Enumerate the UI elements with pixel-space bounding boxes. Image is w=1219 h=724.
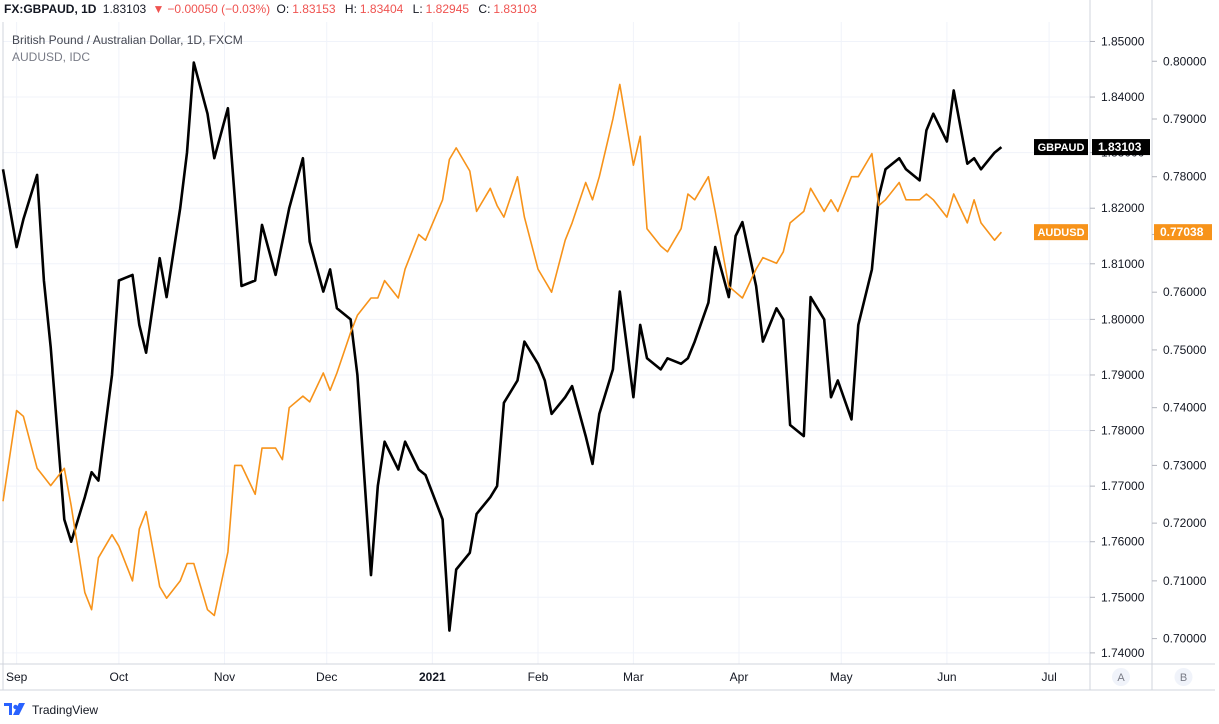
close-label: C:: [478, 2, 491, 16]
scale-b-label: B: [1180, 672, 1187, 684]
compare-series-legend[interactable]: AUDUSD, IDC: [12, 50, 91, 64]
series-lines: [1, 61, 1003, 632]
left-tick-label: 1.75000: [1101, 590, 1145, 604]
series-name-badge: [1034, 139, 1088, 156]
low-value: 1.82945: [425, 2, 470, 16]
open-value: 1.83153: [292, 2, 336, 16]
right-tick-label: 0.73000: [1163, 458, 1207, 472]
price-badges: GBPAUD 1.83103 AUDUSD 0.77038: [1034, 139, 1212, 241]
close-value: 1.83103: [493, 2, 537, 16]
right-tick-label: 0.76000: [1163, 285, 1207, 299]
right-tick-label: 0.75000: [1163, 343, 1207, 357]
right-tick-label: 0.74000: [1163, 401, 1207, 415]
high-label: H:: [344, 2, 357, 16]
symbol-header: FX:GBPAUD, 1D 1.83103 ▼ −0.00050 (−0.03%)…: [4, 2, 543, 16]
brand-name: TradingView: [32, 703, 99, 717]
x-tick-label: Apr: [730, 670, 749, 684]
x-tick-label: May: [830, 670, 853, 684]
last-value-badge: [1092, 139, 1150, 156]
x-tick-label: Jul: [1041, 670, 1056, 684]
x-tick-label: 2021: [419, 670, 446, 684]
last-value-label: 1.83103: [1098, 140, 1142, 154]
branding[interactable]: TradingView: [4, 703, 98, 717]
right-tick-label: 0.70000: [1163, 632, 1207, 646]
chart-grid: [3, 22, 1090, 664]
tradingview-logo-icon: [4, 703, 25, 715]
high-value: 1.83404: [359, 2, 404, 16]
scale-b-button: [1174, 668, 1193, 686]
left-tick-label: 1.80000: [1101, 312, 1145, 326]
x-tick-label: Feb: [528, 670, 549, 684]
x-tick-label: Oct: [110, 670, 129, 684]
x-tick-label: Jun: [937, 670, 956, 684]
series-name-badge: [1034, 224, 1088, 241]
series-line-audusd: [2, 83, 1003, 617]
series-name-badge-label: GBPAUD: [1038, 142, 1085, 154]
series-name-badge-label: AUDUSD: [1037, 227, 1084, 239]
left-tick-label: 1.85000: [1101, 34, 1145, 48]
right-tick-label: 0.79000: [1163, 112, 1207, 126]
right-tick-label: 0.78000: [1163, 170, 1207, 184]
x-tick-label: Dec: [316, 670, 337, 684]
left-tick-label: 1.81000: [1101, 257, 1145, 271]
left-tick-label: 1.79000: [1101, 368, 1145, 382]
axis-ticks: 1.74000 1.75000 1.76000 1.77000 1.78000 1.790…: [6, 34, 1207, 686]
low-label: L:: [412, 2, 423, 16]
chart-axes: [0, 0, 1215, 691]
scale-a-label: A: [1117, 672, 1125, 684]
x-tick-label: Sep: [6, 670, 28, 684]
right-tick-label: 0.80000: [1163, 54, 1207, 68]
right-tick-label: 0.72000: [1163, 516, 1207, 530]
left-tick-label: 1.74000: [1101, 646, 1145, 660]
left-tick-label: 1.82000: [1101, 201, 1145, 215]
x-tick-label: Mar: [623, 670, 644, 684]
left-tick-label: 1.78000: [1101, 424, 1145, 438]
main-series-legend[interactable]: British Pound / Australian Dollar, 1D, F…: [12, 33, 243, 47]
series-line-gbpaud: [1, 61, 1003, 632]
left-tick-label: 1.84000: [1101, 90, 1145, 104]
right-tick-label: 0.71000: [1163, 574, 1207, 588]
symbol-title[interactable]: FX:GBPAUD, 1D: [4, 2, 97, 16]
price-change: −0.00050 (−0.03%): [167, 2, 271, 16]
last-price: 1.83103: [102, 2, 147, 16]
open-label: O:: [276, 2, 290, 16]
scale-a-button: [1112, 668, 1130, 686]
last-value-label: 0.77038: [1160, 225, 1204, 239]
x-tick-label: Nov: [214, 670, 235, 684]
last-value-badge: [1154, 224, 1212, 241]
left-tick-label: 1.76000: [1101, 535, 1145, 549]
change-arrow-icon: ▼: [152, 2, 165, 16]
left-tick-label: 1.77000: [1101, 479, 1145, 493]
